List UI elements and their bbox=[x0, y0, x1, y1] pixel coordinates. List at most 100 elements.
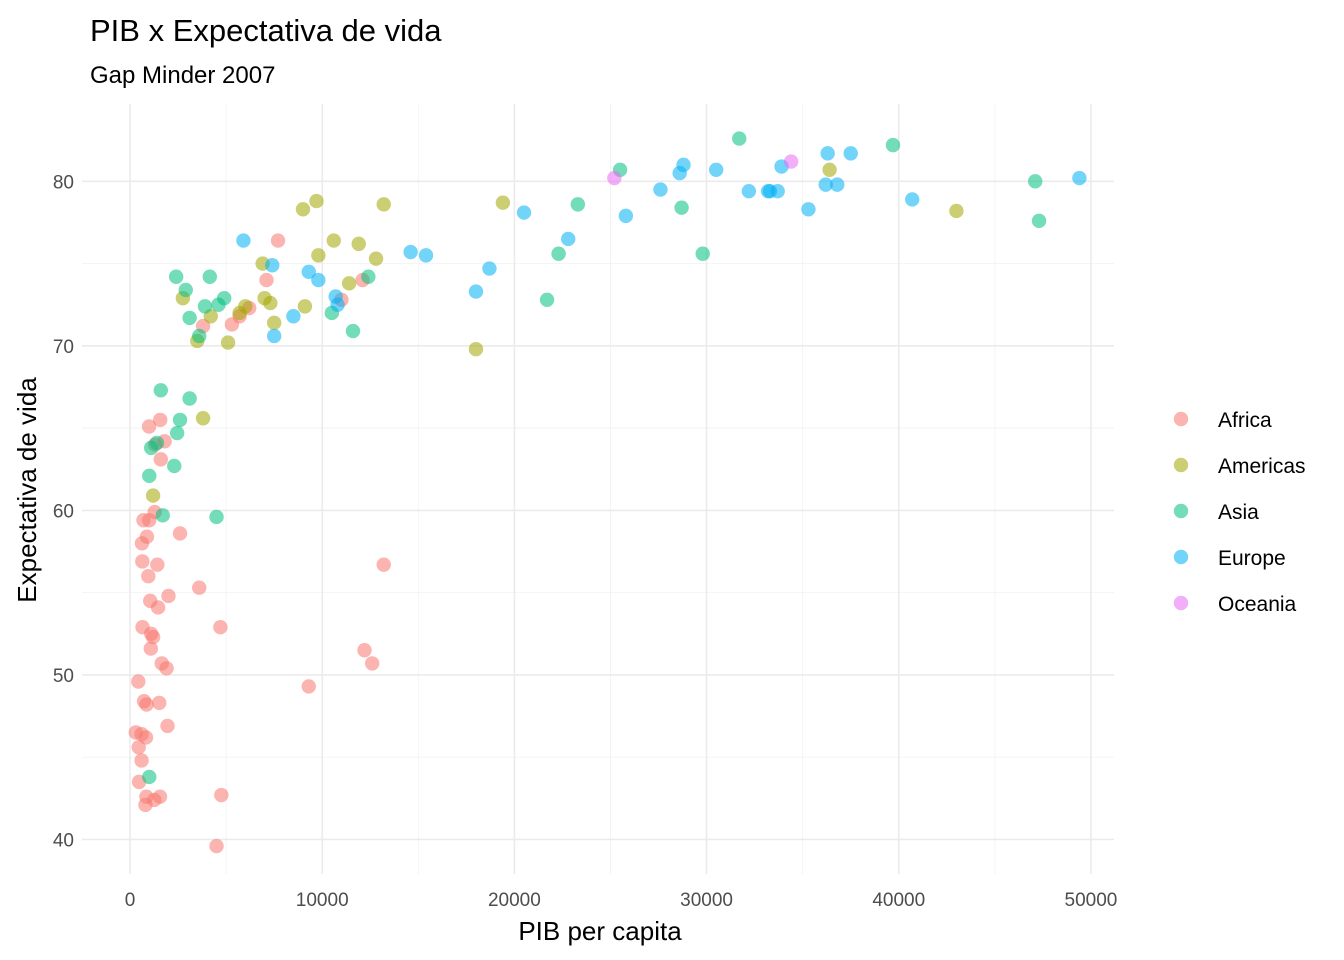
x-tick-label: 10000 bbox=[296, 890, 349, 911]
point-africa bbox=[145, 629, 161, 645]
point-africa bbox=[160, 718, 175, 734]
chart-title: PIB x Expectativa de vida bbox=[90, 13, 442, 48]
point-europe bbox=[236, 233, 251, 248]
point-africa bbox=[150, 600, 166, 615]
point-africa bbox=[209, 838, 224, 854]
data-points bbox=[128, 131, 1087, 854]
point-americas bbox=[341, 276, 357, 291]
point-asia bbox=[570, 197, 586, 212]
legend-label-oceania: Oceania bbox=[1218, 593, 1297, 616]
point-europe bbox=[770, 184, 785, 199]
point-europe bbox=[516, 205, 532, 220]
point-asia bbox=[695, 246, 710, 261]
point-asia bbox=[217, 290, 232, 306]
x-tick-label: 30000 bbox=[680, 890, 733, 911]
point-asia bbox=[167, 458, 182, 474]
point-africa bbox=[134, 753, 149, 768]
point-oceania bbox=[607, 170, 622, 186]
point-africa bbox=[152, 789, 168, 804]
point-africa bbox=[150, 557, 165, 572]
point-africa bbox=[270, 233, 286, 248]
point-europe bbox=[905, 192, 920, 207]
x-axis-title: PIB per capita bbox=[518, 916, 682, 946]
legend-key-europe bbox=[1173, 549, 1189, 565]
point-americas bbox=[309, 193, 324, 209]
point-africa bbox=[213, 620, 228, 635]
point-africa bbox=[131, 740, 146, 755]
point-americas bbox=[351, 236, 366, 252]
y-axis-title: Expectativa de vida bbox=[12, 377, 42, 603]
point-asia bbox=[361, 269, 376, 284]
point-africa bbox=[153, 452, 168, 467]
point-africa bbox=[141, 569, 156, 584]
point-asia bbox=[153, 383, 168, 398]
point-africa bbox=[301, 679, 316, 694]
point-europe bbox=[311, 272, 326, 288]
point-americas bbox=[145, 488, 161, 503]
point-asia bbox=[142, 468, 157, 484]
point-asia bbox=[202, 269, 217, 284]
legend-label-asia: Asia bbox=[1218, 501, 1259, 524]
point-africa bbox=[135, 554, 150, 569]
point-africa bbox=[143, 641, 158, 656]
point-americas bbox=[297, 299, 313, 314]
point-europe bbox=[403, 244, 418, 260]
point-europe bbox=[266, 328, 282, 344]
point-europe bbox=[1072, 170, 1087, 186]
point-asia bbox=[178, 282, 193, 298]
point-europe bbox=[801, 202, 816, 217]
point-asia bbox=[197, 299, 213, 314]
point-africa bbox=[192, 580, 207, 595]
point-africa bbox=[152, 695, 167, 711]
point-europe bbox=[301, 264, 316, 280]
plot-grid bbox=[82, 104, 1114, 874]
legend-label-americas: Americas bbox=[1218, 455, 1306, 478]
point-europe bbox=[618, 208, 634, 224]
point-asia bbox=[182, 391, 197, 406]
point-asia bbox=[155, 508, 170, 523]
point-asia bbox=[182, 310, 197, 326]
point-africa bbox=[364, 656, 380, 671]
y-axis-ticks: 40 50 60 70 80 bbox=[53, 172, 74, 851]
point-asia bbox=[192, 328, 207, 344]
point-asia bbox=[149, 435, 165, 451]
x-tick-label: 20000 bbox=[488, 890, 541, 911]
point-americas bbox=[822, 162, 837, 178]
point-americas bbox=[368, 251, 384, 266]
point-oceania bbox=[783, 154, 799, 169]
point-asia bbox=[169, 425, 185, 441]
point-americas bbox=[949, 203, 964, 219]
point-americas bbox=[326, 233, 341, 248]
point-asia bbox=[142, 769, 157, 785]
point-europe bbox=[265, 258, 280, 273]
point-africa bbox=[161, 588, 176, 604]
point-europe bbox=[468, 284, 484, 299]
legend-key-asia bbox=[1173, 503, 1189, 519]
point-europe bbox=[843, 146, 858, 161]
point-asia bbox=[732, 131, 747, 146]
x-axis-ticks: 0 10000 20000 30000 40000 50000 bbox=[125, 890, 1118, 911]
point-africa bbox=[357, 643, 372, 658]
point-americas bbox=[468, 341, 484, 357]
point-americas bbox=[311, 248, 326, 263]
point-europe bbox=[330, 297, 345, 312]
legend-key-oceania bbox=[1173, 595, 1189, 611]
x-tick-label: 50000 bbox=[1065, 890, 1118, 911]
point-africa bbox=[153, 412, 168, 428]
point-africa bbox=[139, 697, 154, 712]
point-africa bbox=[214, 787, 229, 803]
x-tick-label: 0 bbox=[125, 890, 136, 911]
point-africa bbox=[172, 526, 188, 541]
legend: Africa Americas Asia Europe Oceania bbox=[1173, 409, 1306, 616]
point-asia bbox=[551, 246, 566, 261]
point-europe bbox=[653, 182, 668, 197]
point-americas bbox=[266, 315, 282, 331]
point-americas bbox=[495, 195, 511, 210]
point-europe bbox=[708, 162, 724, 178]
point-europe bbox=[561, 231, 576, 247]
y-tick-label: 40 bbox=[53, 830, 74, 851]
point-europe bbox=[418, 248, 434, 263]
legend-key-americas bbox=[1173, 457, 1189, 473]
point-asia bbox=[1031, 213, 1047, 229]
